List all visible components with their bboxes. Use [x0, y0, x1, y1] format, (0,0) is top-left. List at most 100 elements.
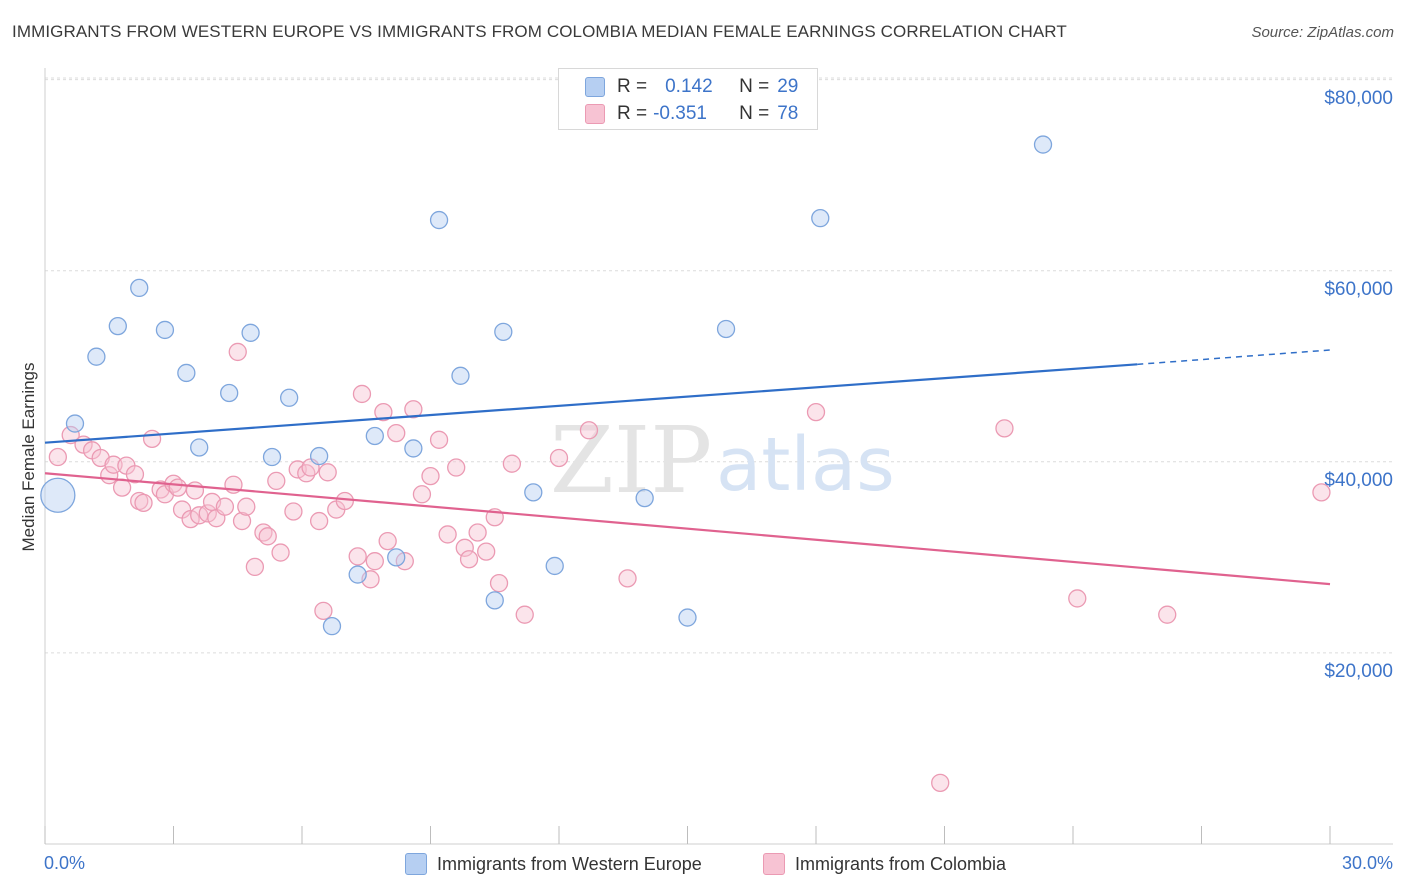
pink-point-16: [168, 478, 187, 497]
pink-point-44: [352, 384, 372, 404]
legend-label: Immigrants from Colombia: [795, 853, 1007, 874]
pink-point-29: [245, 557, 265, 577]
blue-point-0: [40, 477, 76, 513]
pink-point-32: [267, 471, 286, 491]
pink-point-73: [1312, 483, 1331, 502]
pink-point-63: [502, 454, 522, 473]
blue-point-9: [241, 323, 260, 342]
y-tick-label-20000: $20,000: [1324, 661, 1393, 682]
pink-point-69: [931, 773, 950, 792]
blue-point-13: [322, 616, 342, 636]
legend-item-western-europe[interactable]: Immigrants from Western Europe: [405, 852, 702, 876]
pink-point-11: [134, 493, 153, 513]
x-tick-label-min: 0.0%: [44, 853, 85, 873]
pink-point-42: [335, 491, 354, 511]
pink-point-57: [455, 538, 474, 557]
y-tick-label-60000: $60,000: [1324, 279, 1393, 300]
pink-point-9: [125, 465, 145, 484]
pink-point-62: [489, 573, 509, 593]
blue-point-3: [108, 316, 127, 336]
pink-point-7: [112, 478, 132, 497]
blue-point-15: [365, 426, 384, 446]
trend-lines: [44, 349, 1331, 586]
blue-point-22: [524, 483, 543, 502]
blue-point-11: [279, 388, 299, 407]
legend-row-western-europe: R = 0.142 N = 29: [585, 75, 798, 99]
blue-point-28: [1033, 135, 1053, 154]
y-tick-label-80000: $80,000: [1324, 88, 1393, 109]
blue-point-7: [190, 438, 209, 457]
pink-point-19: [185, 481, 205, 500]
r-label: R =: [617, 76, 648, 97]
pink-point-38: [309, 511, 329, 531]
legend-item-colombia[interactable]: Immigrants from Colombia: [763, 852, 1006, 876]
pink-point-34: [284, 502, 303, 521]
pink-point-46: [365, 552, 384, 571]
pink-point-24: [215, 497, 235, 516]
r-value: 0.142: [665, 76, 713, 97]
blue-point-20: [485, 591, 504, 610]
pink-point-67: [618, 569, 637, 588]
blue-point-8: [220, 383, 239, 403]
legend-label: Immigrants from Western Europe: [437, 853, 702, 874]
blue-point-26: [716, 319, 736, 339]
pink-point-55: [438, 525, 457, 544]
pink-point-39: [314, 601, 333, 621]
pink-point-28: [237, 497, 256, 516]
pink-swatch: [763, 853, 785, 875]
pink-point-52: [412, 485, 432, 504]
pink-point-48: [378, 531, 397, 551]
axes: [44, 68, 1393, 845]
pink-point-51: [404, 400, 423, 419]
blue-point-2: [87, 347, 106, 366]
pink-point-31: [258, 527, 277, 546]
pink-point-68: [806, 402, 826, 422]
y-tick-label-40000: $40,000: [1324, 470, 1393, 491]
blue-point-12: [309, 446, 329, 466]
pink-point-12: [142, 429, 162, 449]
pink-swatch: [585, 104, 605, 124]
pink-point-53: [421, 466, 440, 486]
western-europe-trend-extension: [1137, 349, 1331, 366]
pink-point-40: [318, 463, 337, 482]
pink-point-27: [232, 511, 252, 531]
zipatlas-watermark: ZIP atlas: [550, 407, 895, 514]
blue-point-4: [130, 278, 149, 298]
blue-point-25: [678, 608, 697, 627]
y-axis-label: Median Female Earnings: [19, 363, 38, 552]
pink-point-21: [198, 504, 217, 523]
pink-point-71: [1068, 589, 1087, 608]
blue-point-23: [545, 556, 564, 576]
blue-point-14: [348, 565, 367, 584]
chart-title: IMMIGRANTS FROM WESTERN EUROPE VS IMMIGR…: [12, 22, 1067, 41]
colombia-trend-line: [44, 472, 1331, 586]
n-label: N =: [739, 76, 770, 97]
blue-point-16: [387, 548, 406, 567]
western-europe-points: [40, 135, 1053, 636]
blue-point-21: [494, 322, 513, 342]
watermark-atlas: atlas: [716, 422, 895, 508]
pink-point-47: [374, 402, 393, 422]
n-value: 78: [777, 103, 799, 124]
pink-point-56: [447, 458, 466, 477]
blue-point-1: [65, 414, 85, 433]
n-value: 29: [777, 76, 799, 97]
blue-point-24: [635, 488, 654, 508]
pink-point-65: [549, 448, 569, 468]
pink-point-1: [61, 425, 80, 445]
western-europe-trend-line: [44, 363, 1138, 444]
blue-point-10: [262, 447, 282, 467]
pink-point-54: [429, 430, 449, 449]
n-label: N =: [739, 103, 770, 124]
pink-point-50: [395, 552, 414, 571]
pink-point-64: [515, 605, 534, 624]
pink-point-72: [1158, 605, 1177, 624]
legend-row-colombia: R = -0.351 N = 78: [585, 102, 798, 126]
axis-labels: $80,000 $60,000 $40,000 $20,000 0.0% 30.…: [19, 88, 1393, 873]
blue-point-5: [155, 320, 175, 340]
blue-swatch: [405, 853, 427, 875]
pink-point-58: [459, 550, 479, 569]
blue-point-18: [429, 210, 449, 230]
x-tick-label-max: 30.0%: [1342, 853, 1393, 873]
